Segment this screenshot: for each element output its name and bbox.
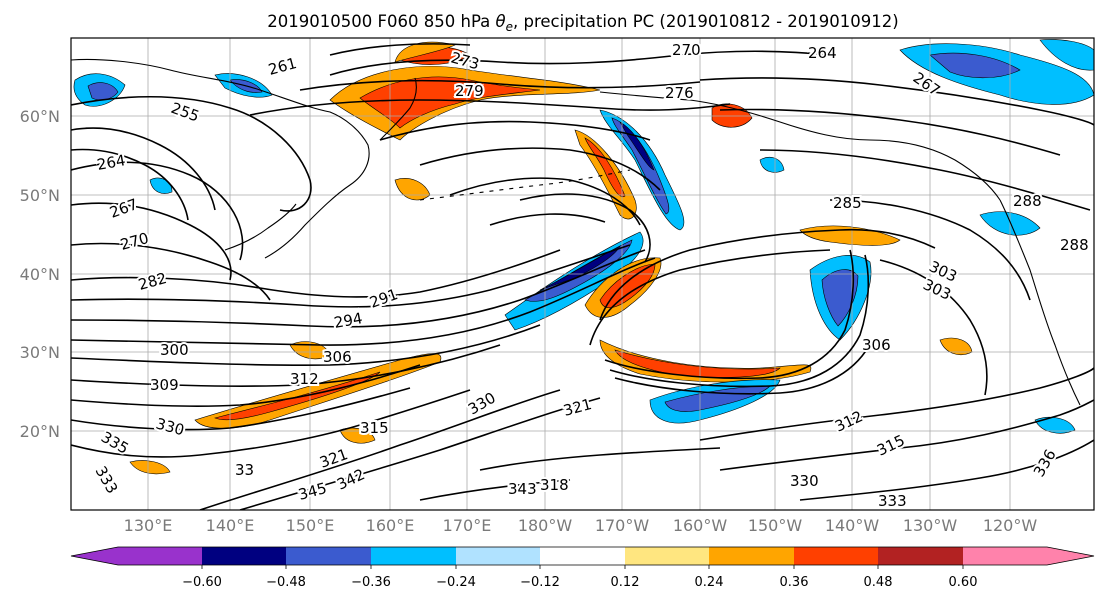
lat-label: 60°N [20, 107, 60, 126]
lon-label: 120°W [983, 516, 1038, 535]
colorbar-bin [625, 547, 709, 565]
contour-label: 285 [833, 194, 862, 212]
contour-label: 306 [862, 336, 891, 354]
theta-e-contours [71, 43, 1094, 510]
colorbar-tick-label: 0.12 [611, 575, 640, 590]
lon-label: 150°E [286, 516, 335, 535]
shade-subtrop-red [214, 371, 381, 421]
shade-alaska-orange [574, 129, 637, 220]
lat-axis: 60°N 50°N 40°N 30°N 20°N [20, 107, 60, 441]
map-title: 2019010500 F060 850 hPa θe, precipitatio… [267, 12, 898, 34]
coast-japan [224, 203, 297, 251]
colorbar-bin [371, 547, 456, 565]
coastlines [71, 58, 1081, 406]
lat-label: 50°N [20, 186, 60, 205]
shade-patch-9 [339, 427, 376, 444]
contour-label: 309 [150, 376, 179, 394]
lon-label: 180°W [518, 516, 573, 535]
coast-aleutians [419, 169, 631, 201]
contour-label: 288 [1013, 192, 1042, 210]
colorbar-tick-label: −0.60 [182, 575, 222, 590]
colorbar-tick-label: −0.24 [436, 575, 476, 590]
shade-siberia-darkblue [87, 82, 119, 101]
colorbar-bin [456, 547, 540, 565]
contour-label: 279 [455, 82, 484, 100]
colorbar-tick-label: −0.48 [266, 575, 306, 590]
colorbar-bin [118, 547, 202, 565]
lon-label: 170°E [443, 516, 492, 535]
shade-patch-6 [759, 157, 785, 173]
contour-label: 315 [360, 419, 389, 437]
colorbar: −0.60 −0.48 −0.36 −0.24 −0.12 0.12 0.24 … [70, 546, 1095, 590]
colorbar-bin [286, 547, 371, 565]
shade-canada-blue2 [1039, 39, 1094, 71]
contour-label: 270 [672, 41, 701, 59]
contour-label: 264 [96, 151, 127, 174]
contour-label: 333 [878, 492, 907, 510]
lat-label: 30°N [20, 343, 60, 362]
precip-shading [73, 39, 1094, 475]
lon-label: 170°W [595, 516, 650, 535]
colorbar-bin [540, 547, 625, 565]
contour-label: 276 [665, 84, 694, 102]
contour-label: 312 [290, 370, 319, 388]
colorbar-tick-label: 0.36 [780, 575, 809, 590]
colorbar-bin [202, 547, 286, 565]
colorbar-tick-label: 0.48 [864, 575, 893, 590]
lon-label: 150°W [748, 516, 803, 535]
shade-east-navy [664, 385, 771, 412]
coast-kamchatka [379, 77, 417, 141]
lat-label: 40°N [20, 265, 60, 284]
shade-canada-navy [929, 52, 1021, 79]
lon-label: 130°E [124, 516, 173, 535]
coast-alaska [599, 91, 1001, 201]
colorbar-tick-label: −0.12 [520, 575, 560, 590]
contour-label: 318 [540, 476, 569, 494]
shade-patch-3 [1034, 417, 1076, 434]
colorbar-outline [70, 546, 1095, 566]
lon-label: 160°E [366, 516, 415, 535]
colorbar-bin [878, 547, 963, 565]
contour-label: 306 [323, 348, 352, 366]
coast-asia [71, 58, 370, 259]
colorbar-max-extend [1047, 547, 1094, 565]
contour-label: 288 [1060, 236, 1089, 254]
contour-label: 330 [790, 472, 819, 490]
colorbar-bin [794, 547, 878, 565]
shade-east-red [614, 349, 781, 378]
contour-label: 264 [808, 44, 837, 62]
contour-label: 33 [235, 461, 254, 479]
coast-namerica [999, 199, 1081, 406]
lon-axis: 130°E 140°E 150°E 160°E 170°E 180°W 170°… [124, 516, 1038, 535]
contour-label: 343 [508, 480, 537, 498]
lon-label: 160°W [673, 516, 728, 535]
map-frame [70, 37, 1095, 511]
shade-patch-2 [129, 460, 171, 475]
colorbar-tick-label: 0.24 [695, 575, 724, 590]
colorbar-tick-label: −0.36 [351, 575, 391, 590]
contour-label: 300 [160, 341, 189, 359]
colorbar-tick-label: 0.60 [949, 575, 978, 590]
shade-okhotsk-red [359, 76, 541, 129]
colorbar-min-extend [71, 547, 118, 565]
colorbar-ticks [201, 565, 964, 569]
colorbar-bin [709, 547, 794, 565]
map-panel [71, 38, 1094, 510]
lon-label: 140°E [206, 516, 255, 535]
lon-label: 130°W [903, 516, 958, 535]
lon-label: 140°W [825, 516, 880, 535]
colorbar-bin [963, 547, 1047, 565]
lat-label: 20°N [20, 422, 60, 441]
shade-patch-7 [149, 177, 173, 194]
